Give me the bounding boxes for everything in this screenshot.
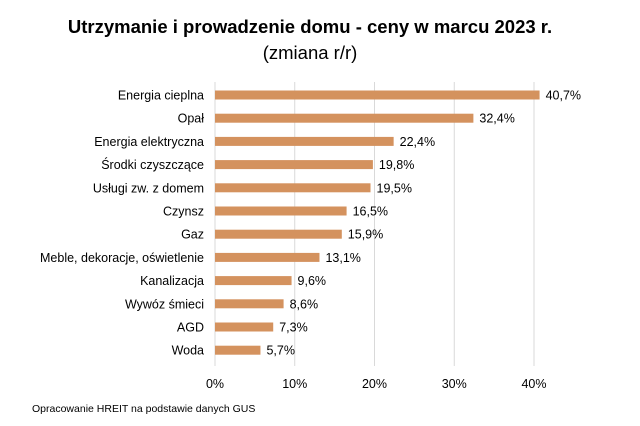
x-tick-label: 40% xyxy=(521,377,546,391)
category-label: Środki czyszczące xyxy=(101,157,204,172)
bar xyxy=(215,136,394,146)
category-label: Gaz xyxy=(181,228,204,242)
bar xyxy=(215,113,474,123)
grid-layer xyxy=(214,82,535,366)
data-label: 32,4% xyxy=(479,112,514,126)
category-label: Meble, dekoracje, oświetlenie xyxy=(40,251,204,265)
category-label: Energia cieplna xyxy=(118,89,204,103)
data-label: 8,6% xyxy=(290,297,319,311)
data-label: 15,9% xyxy=(348,228,383,242)
chart-subtitle: (zmiana r/r) xyxy=(263,42,358,63)
bar xyxy=(215,252,320,262)
labels-layer: Energia cieplna 40,7% Opał 32,4% Energia ele… xyxy=(40,89,581,358)
x-tick-label: 30% xyxy=(442,377,467,391)
bar xyxy=(215,183,371,193)
category-label: Czynsz xyxy=(163,205,204,219)
data-label: 19,8% xyxy=(379,158,414,172)
data-label: 16,5% xyxy=(353,205,388,219)
bar xyxy=(215,345,261,355)
category-label: Woda xyxy=(172,344,204,358)
category-label: AGD xyxy=(177,321,204,335)
category-label: Kanalizacja xyxy=(140,274,204,288)
bar xyxy=(215,90,540,100)
data-label: 13,1% xyxy=(325,251,360,265)
bar xyxy=(215,229,342,239)
category-label: Opał xyxy=(178,112,205,126)
bar xyxy=(215,206,347,216)
bar xyxy=(215,322,274,332)
category-label: Wywóz śmieci xyxy=(125,297,204,311)
data-label: 19,5% xyxy=(377,181,412,195)
bars-layer xyxy=(215,90,540,355)
data-label: 40,7% xyxy=(546,89,581,103)
x-tick-label: 0% xyxy=(206,377,224,391)
source-note: Opracowanie HREIT na podstawie danych GU… xyxy=(32,403,255,415)
data-label: 7,3% xyxy=(279,321,308,335)
bar xyxy=(215,276,292,286)
category-label: Usługi zw. z domem xyxy=(93,181,204,195)
x-tick-label: 20% xyxy=(362,377,387,391)
chart-title: Utrzymanie i prowadzenie domu - ceny w m… xyxy=(68,16,552,37)
ticks-layer: 0% 10% 20% 30% 40% xyxy=(206,377,547,391)
data-label: 22,4% xyxy=(400,135,435,149)
data-label: 9,6% xyxy=(298,274,327,288)
x-tick-label: 10% xyxy=(282,377,307,391)
data-label: 5,7% xyxy=(266,344,295,358)
bar xyxy=(215,299,284,309)
category-label: Energia elektryczna xyxy=(94,135,204,149)
bar xyxy=(215,160,373,170)
